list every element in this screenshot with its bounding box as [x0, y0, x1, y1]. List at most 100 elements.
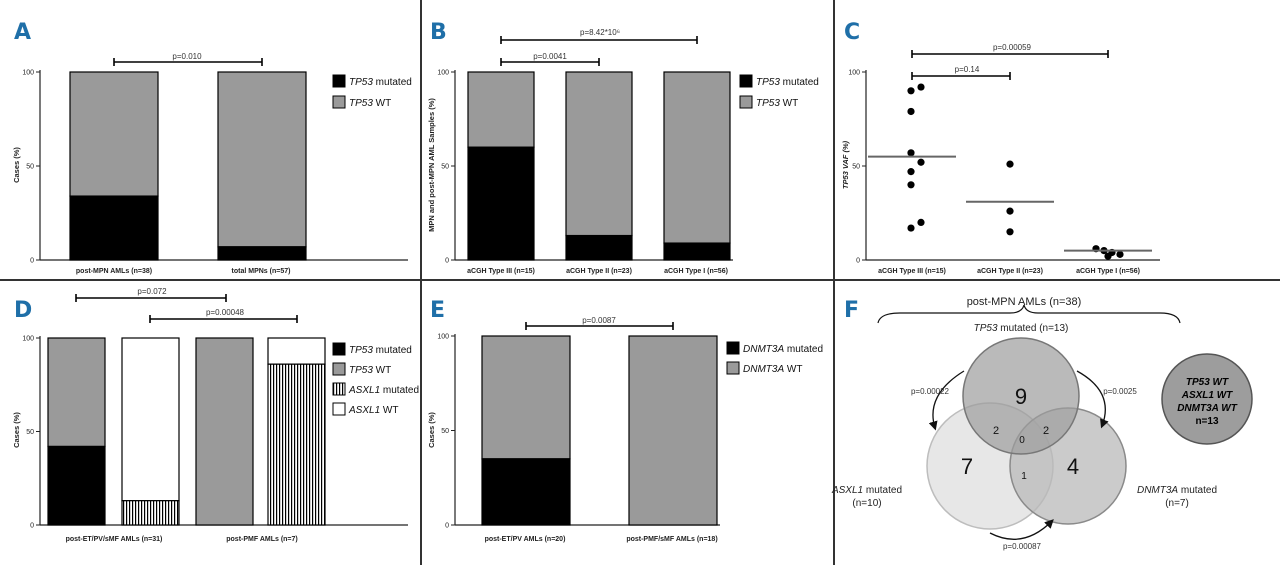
divider-vertical-1: [420, 0, 422, 565]
venn-count-tp53-dnmt3a: 2: [1043, 425, 1049, 437]
legend-d-asxl1-wt-suffix: WT: [380, 405, 398, 416]
panel-label-c: C: [844, 20, 861, 45]
legend-e-wt: DNMT3A WT: [743, 364, 802, 375]
venn-count-all: 0: [1019, 435, 1025, 446]
chart-c-xtick-1: aCGH Type II (n=23): [977, 268, 1043, 275]
chart-d-bar-1-wt: [121, 337, 180, 502]
legend-d-swatch-tp53-wt: [332, 362, 346, 376]
chart-b-xtick-0: aCGH Type III (n=15): [467, 268, 535, 275]
chart-d-pvalue-0: p=0.072: [137, 287, 167, 296]
venn-tp53-label: TP53 mutated (n=13): [974, 323, 1069, 334]
venn-arrow-bottom-icon: [989, 519, 1054, 540]
legend-d-asxl1-mutated-gene: ASXL1: [348, 385, 380, 396]
legend-d-tp53-mutated: TP53 mutated: [349, 345, 412, 356]
chart-b-ytick-1: 50: [441, 164, 449, 171]
chart-c-xtick-2: aCGH Type I (n=56): [1076, 268, 1140, 275]
venn-asxl1-label: ASXL1 mutated: [831, 485, 902, 496]
chart-c-ylabel: TP53 VAF (%): [841, 140, 850, 189]
venn-asxl1-n: (n=10): [852, 498, 881, 509]
legend-e-swatch-mutated: [726, 341, 740, 355]
venn-wt-line1: TP53 WT: [1186, 377, 1229, 388]
chart-a-ylabel: Cases (%): [12, 147, 21, 183]
venn-wt-line3: DNMT3A WT: [1177, 403, 1238, 414]
chart-e-xtick-0: post-ET/PV AMLs (n=20): [485, 536, 566, 543]
legend-d-swatch-asxl1-wt: [332, 402, 346, 416]
chart-c-point-1-1: [1006, 207, 1014, 215]
legend-d-tp53-mutated-gene: TP53: [349, 345, 373, 356]
legend-e-wt-gene: DNMT3A: [743, 364, 784, 375]
chart-d-ytick-1: 50: [26, 429, 34, 436]
chart-a-ytick-2: 100: [22, 70, 34, 77]
chart-e-bar-1-wt: [628, 335, 718, 526]
chart-d-bar-3-wt: [267, 337, 326, 365]
legend-d-tp53-wt-suffix: WT: [373, 365, 391, 376]
chart-c-point-0-1: [917, 83, 925, 91]
chart-d-bar-2-wt: [195, 337, 254, 526]
venn-arrow-left-icon: [928, 370, 965, 431]
chart-b-bar-2-mutated: [663, 242, 731, 261]
panel-label-b: B: [430, 20, 447, 45]
chart-c-point-1-0: [1006, 160, 1014, 168]
chart-e-bar-0-mutated: [481, 458, 571, 526]
chart-a-bar-1-wt: [217, 71, 307, 248]
chart-d-ylabel: Cases (%): [12, 412, 21, 448]
chart-c-point-0-4: [917, 158, 925, 166]
legend-b-mutated-suffix: mutated: [780, 77, 819, 88]
legend-b-wt-suffix: WT: [780, 98, 798, 109]
venn-asxl1-gene: ASXL1: [831, 485, 863, 496]
chart-e-bar-0-wt: [481, 335, 571, 460]
legend-a-wt-suffix: WT: [373, 98, 391, 109]
divider-vertical-2: [833, 0, 835, 565]
chart-b-pvalue-1: p=8.42*10⁶: [580, 28, 620, 37]
venn-wt-line2: ASXL1 WT: [1181, 390, 1233, 401]
chart-c-point-0-6: [907, 181, 915, 189]
chart-b-ytick-0: 0: [445, 258, 449, 265]
legend-d-asxl1-mutated-suffix: mutated: [380, 385, 419, 396]
chart-b-bar-2-wt: [663, 71, 731, 244]
legend-a-wt: TP53 WT: [349, 98, 391, 109]
venn-count-tp53-only: 9: [1015, 384, 1027, 409]
chart-c-ytick-2: 100: [848, 70, 860, 77]
chart-c-pvalue-0: p=0.14: [955, 65, 980, 74]
panel-label-f: F: [844, 298, 860, 323]
chart-a-ytick-1: 50: [26, 164, 34, 171]
venn-wt-circle: [1161, 353, 1253, 445]
legend-d-swatch-asxl1-mut: [332, 382, 346, 396]
legend-e-mutated: DNMT3A mutated: [743, 344, 823, 355]
chart-e-ytick-1: 50: [441, 428, 449, 435]
legend-b-mutated-gene: TP53: [756, 77, 780, 88]
chart-d-bar-3-mutated: [267, 363, 326, 526]
chart-b-ytick-2: 100: [437, 70, 449, 77]
venn-dnmt3a-n: (n=7): [1165, 498, 1189, 509]
chart-d-ytick-0: 0: [30, 523, 34, 530]
legend-a-mutated-suffix: mutated: [373, 77, 412, 88]
chart-c-point-0-0: [907, 87, 915, 95]
legend-a-swatch-mutated: [332, 74, 346, 88]
legend-b-swatch-mutated: [739, 74, 753, 88]
legend-a-mutated-gene: TP53: [349, 77, 373, 88]
legend-d-tp53-mutated-suffix: mutated: [373, 345, 412, 356]
chart-c-xtick-0: aCGH Type III (n=15): [878, 268, 946, 275]
legend-d-tp53-wt: TP53 WT: [349, 365, 391, 376]
divider-horizontal: [0, 279, 1280, 281]
chart-c-point-0-7: [917, 218, 925, 226]
chart-a-xtick-1: total MPNs (n=57): [232, 268, 291, 275]
chart-b-bar-0-mutated: [467, 146, 535, 261]
chart-b-bar-1-wt: [565, 71, 633, 237]
legend-b-swatch-wt: [739, 95, 753, 109]
chart-e-xtick-1: post-PMF/sMF AMLs (n=18): [626, 536, 717, 543]
venn-tp53-gene: TP53: [974, 323, 998, 334]
chart-e-ylabel: Cases (%): [427, 412, 436, 448]
chart-b-bar-0-wt: [467, 71, 535, 148]
legend-d-asxl1-mutated: ASXL1 mutated: [348, 385, 419, 396]
venn-dnmt3a-label: DNMT3A mutated: [1137, 485, 1217, 496]
chart-c-ytick-0: 0: [856, 258, 860, 265]
legend-e-swatch-wt: [726, 361, 740, 375]
